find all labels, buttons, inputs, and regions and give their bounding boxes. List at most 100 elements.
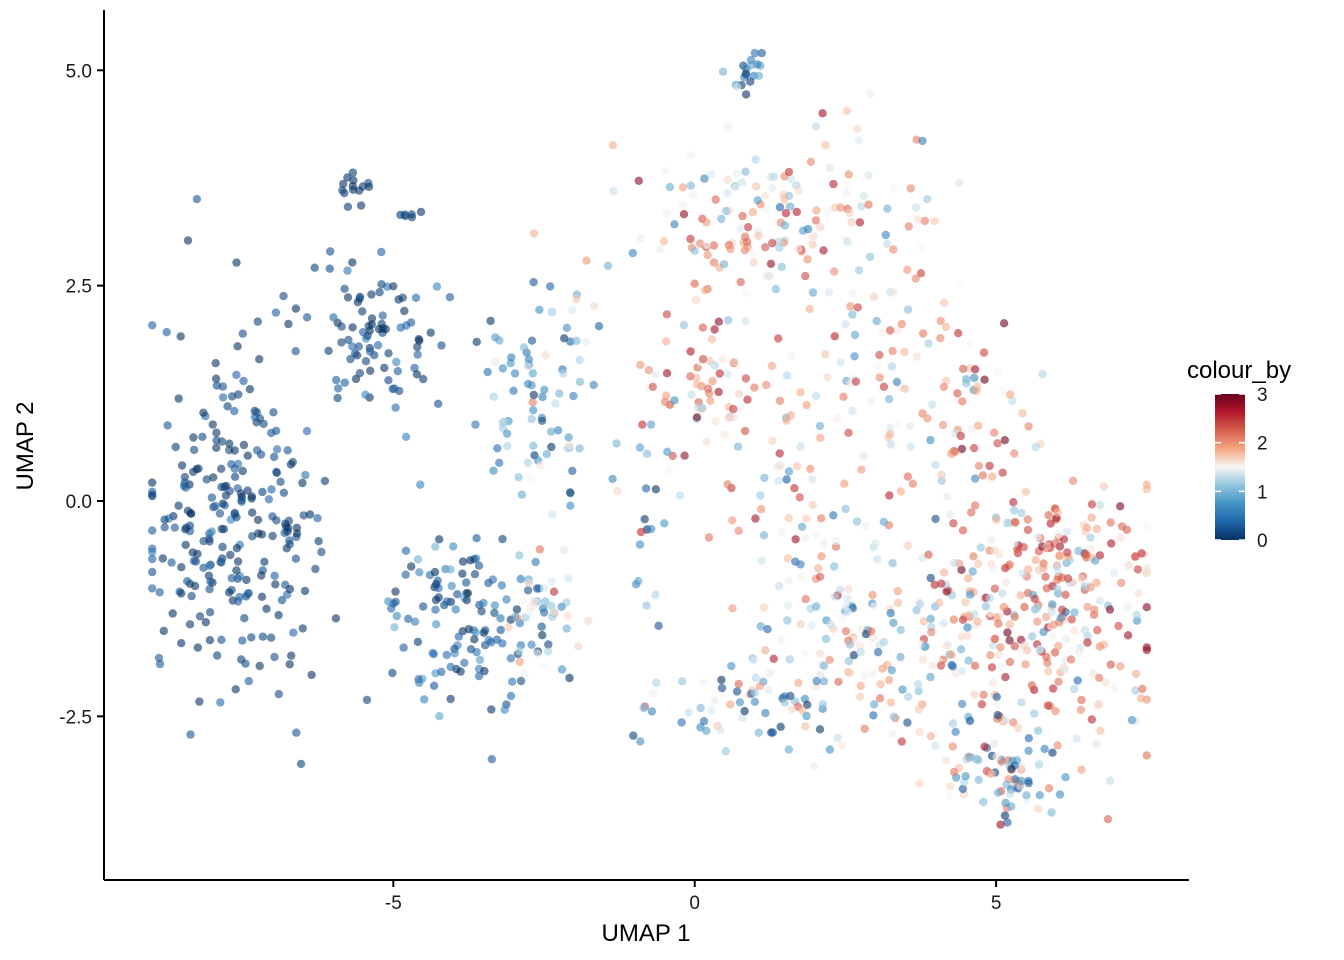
- scatter-point: [993, 788, 1003, 797]
- scatter-point: [216, 557, 225, 567]
- scatter-point: [291, 304, 301, 313]
- scatter-point: [338, 186, 347, 195]
- scatter-point: [998, 385, 1007, 395]
- scatter-point: [918, 136, 927, 146]
- scatter-point: [939, 382, 949, 392]
- scatter-point: [259, 419, 268, 429]
- scatter-point: [202, 475, 211, 484]
- scatter-point: [1003, 818, 1012, 827]
- scatter-point: [549, 587, 559, 596]
- scatter-point: [377, 280, 386, 289]
- scatter-point: [1142, 568, 1152, 577]
- scatter-point: [348, 258, 357, 267]
- scatter-point: [406, 318, 416, 327]
- scatter-point: [226, 550, 235, 560]
- scatter-point: [782, 475, 791, 484]
- scatter-point: [1048, 632, 1058, 641]
- scatter-point: [449, 542, 458, 551]
- scatter-point: [670, 220, 679, 229]
- scatter-point: [815, 725, 825, 734]
- scatter-point: [1001, 672, 1010, 682]
- scatter-point: [648, 382, 657, 392]
- scatter-point: [972, 386, 981, 395]
- scatter-point: [232, 370, 241, 380]
- scatter-point: [506, 654, 516, 663]
- scatter-point: [470, 635, 479, 644]
- scatter-point: [529, 278, 538, 287]
- scatter-point: [1034, 804, 1043, 813]
- scatter-point: [856, 647, 865, 657]
- scatter-point: [183, 236, 193, 245]
- scatter-point: [946, 510, 955, 519]
- scatter-point: [816, 670, 825, 679]
- scatter-point: [958, 397, 967, 406]
- scatter-point: [732, 169, 742, 179]
- scatter-point: [757, 48, 766, 58]
- scatter-point: [302, 313, 312, 322]
- scatter-point: [1053, 508, 1062, 517]
- scatter-point: [806, 157, 816, 166]
- scatter-point: [205, 636, 215, 645]
- scatter-point: [977, 700, 987, 709]
- scatter-point: [678, 201, 687, 210]
- scatter-point: [802, 514, 811, 523]
- scatter-point: [574, 642, 583, 651]
- scatter-point: [843, 607, 853, 617]
- scatter-point: [589, 380, 598, 390]
- scatter-point: [845, 640, 854, 649]
- scatter-point: [1089, 669, 1098, 678]
- scatter-point: [893, 586, 902, 596]
- scatter-point: [869, 711, 878, 720]
- scatter-point: [911, 203, 921, 212]
- scatter-point: [474, 561, 484, 570]
- scatter-point: [238, 636, 247, 645]
- scatter-point: [996, 643, 1005, 652]
- scatter-point: [272, 445, 282, 454]
- scatter-point: [677, 677, 687, 686]
- scatter-point: [1107, 539, 1116, 548]
- scatter-point: [985, 461, 994, 471]
- scatter-point: [866, 89, 875, 98]
- scatter-point: [287, 651, 296, 660]
- scatter-point: [498, 534, 507, 544]
- scatter-point: [1011, 518, 1020, 527]
- scatter-point: [1048, 684, 1058, 693]
- scatter-point: [889, 245, 898, 254]
- scatter-point: [384, 597, 393, 606]
- scatter-point: [1133, 565, 1143, 574]
- scatter-point: [199, 536, 208, 546]
- scatter-point: [1043, 701, 1053, 710]
- scatter-point: [797, 572, 807, 582]
- scatter-point: [575, 444, 584, 453]
- scatter-point: [582, 337, 591, 347]
- scatter-point: [903, 718, 912, 727]
- scatter-point: [268, 512, 277, 521]
- scatter-point: [915, 600, 925, 609]
- scatter-point: [986, 609, 995, 618]
- scatter-point: [183, 577, 192, 586]
- scatter-point: [805, 304, 814, 314]
- scatter-point: [817, 514, 826, 523]
- scatter-point: [946, 782, 955, 791]
- scatter-point: [829, 179, 838, 189]
- scatter-point: [801, 722, 810, 731]
- scatter-point: [224, 588, 234, 597]
- scatter-point: [875, 373, 884, 382]
- scatter-point: [193, 549, 202, 559]
- scatter-point: [159, 626, 168, 636]
- scatter-point: [1044, 667, 1053, 676]
- scatter-point: [990, 428, 999, 437]
- scatter-point: [442, 597, 452, 606]
- scatter-point: [515, 657, 524, 667]
- scatter-point: [855, 218, 865, 227]
- scatter-point: [840, 479, 849, 488]
- scatter-point: [912, 352, 921, 361]
- scatter-point: [1105, 605, 1115, 614]
- scatter-point: [761, 708, 770, 718]
- scatter-point: [686, 347, 695, 356]
- scatter-point: [490, 608, 499, 618]
- scatter-point: [800, 649, 810, 658]
- scatter-point: [936, 661, 946, 670]
- scatter-point: [677, 718, 686, 727]
- scatter-point: [686, 150, 695, 160]
